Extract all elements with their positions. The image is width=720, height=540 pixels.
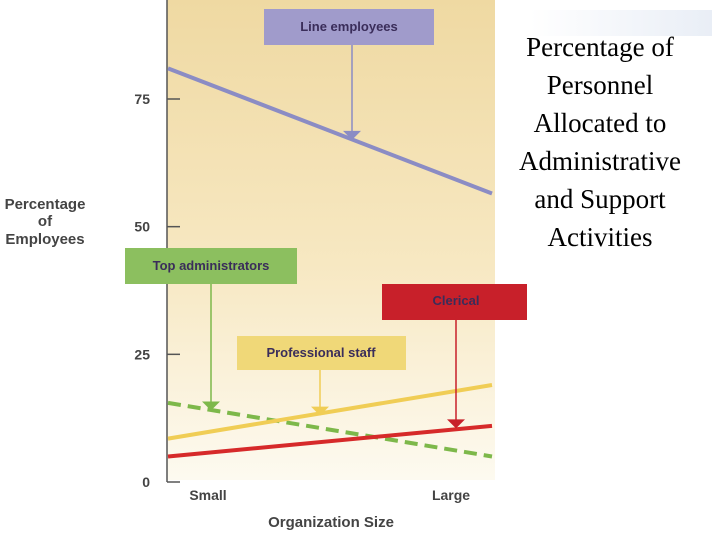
series-line bbox=[167, 400, 493, 459]
x-tick-label: Small bbox=[189, 487, 226, 503]
series bbox=[167, 66, 493, 459]
title-backdrop bbox=[530, 10, 712, 36]
callout-arrow-head bbox=[343, 130, 361, 140]
series-line bbox=[167, 66, 493, 196]
callout-box bbox=[382, 284, 527, 320]
callouts: Line employees Top administrators Professi… bbox=[125, 9, 527, 429]
callout: Clerical bbox=[382, 284, 527, 429]
title-line: and Support bbox=[534, 184, 666, 214]
callout-arrow-head bbox=[447, 419, 465, 429]
title-line: Allocated to bbox=[533, 108, 667, 138]
y-tick-label: 75 bbox=[134, 91, 150, 107]
callout-arrow-head bbox=[202, 401, 220, 411]
y-axis-label: of bbox=[38, 213, 53, 230]
y-tick-label: 25 bbox=[134, 346, 150, 362]
y-tick-label: 50 bbox=[134, 219, 150, 235]
chart-title: Percentage of Personnel Allocated to Adm… bbox=[496, 28, 704, 256]
y-axis-label: Employees bbox=[5, 231, 84, 248]
plot-background bbox=[167, 0, 495, 480]
callout-label: Top administrators bbox=[153, 258, 270, 273]
title-line: Administrative bbox=[519, 146, 681, 176]
callout: Line employees bbox=[264, 9, 434, 140]
callout-box bbox=[237, 336, 406, 370]
callout: Top administrators bbox=[125, 248, 297, 411]
axes: 0 25 50 75 bbox=[134, 0, 180, 490]
callout-box bbox=[264, 9, 434, 45]
callout-box bbox=[125, 248, 297, 284]
series-line bbox=[167, 423, 493, 459]
series-line bbox=[167, 383, 493, 441]
title-line: Activities bbox=[547, 222, 653, 252]
callout: Professional staff bbox=[237, 336, 406, 416]
title-line: Percentage of bbox=[526, 32, 674, 62]
y-axis-label: Percentage bbox=[5, 196, 86, 213]
title-line: Personnel bbox=[546, 70, 654, 100]
x-axis-label: Organization Size bbox=[268, 514, 394, 531]
y-tick-label: 0 bbox=[142, 474, 150, 490]
callout-arrow-head bbox=[311, 406, 329, 416]
callout-label: Clerical bbox=[433, 293, 480, 308]
x-tick-label: Large bbox=[432, 487, 470, 503]
callout-label: Line employees bbox=[300, 19, 398, 34]
callout-label: Professional staff bbox=[266, 345, 376, 360]
